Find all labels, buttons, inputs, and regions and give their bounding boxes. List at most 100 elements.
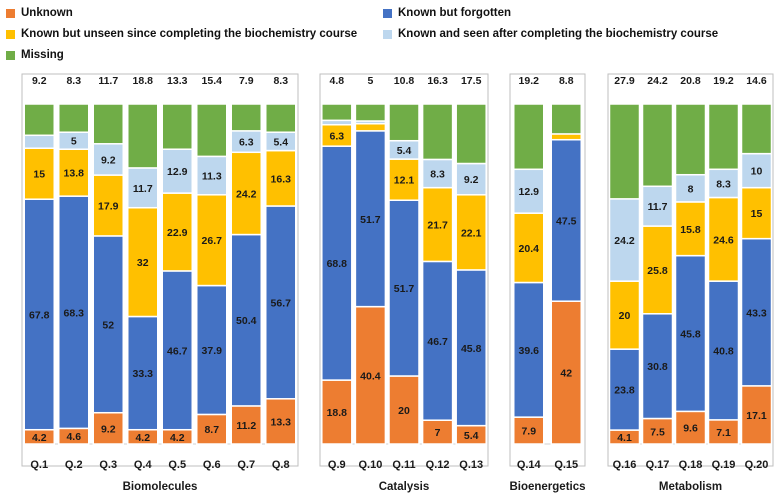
bar-segment-q12-known-but-forgotten	[421, 260, 454, 421]
data-label-q5-known-but-forgotten: 46.7	[167, 345, 188, 357]
data-label-q13-known-but-forgotten: 45.8	[461, 343, 482, 355]
data-label-q11-missing: 10.8	[394, 75, 415, 87]
bar-segment-q3-unknown	[92, 411, 124, 445]
data-label-q10-unknown: 40.4	[360, 370, 381, 382]
data-label-q20-missing: 14.6	[746, 75, 767, 87]
legend-swatch-known-unseen	[6, 29, 15, 39]
x-tick-label-q3: Q.3	[99, 459, 117, 471]
bar-segment-q13-missing	[455, 103, 487, 165]
bar-segment-q2-known-but-forgotten	[58, 195, 90, 430]
data-label-q13-known-and-seen-after-completing-the-biochemistry-course: 9.2	[464, 174, 479, 186]
data-label-q4-known-but-forgotten: 33.3	[133, 368, 154, 380]
data-label-q16-known-and-seen-after-completing-the-biochemistry-course: 24.2	[614, 235, 635, 247]
data-label-q19-known-but-forgotten: 40.8	[713, 346, 734, 358]
bar-segment-q1-missing	[23, 103, 55, 137]
data-label-q17-unknown: 7.5	[650, 426, 665, 438]
legend-swatch-known-but-forgotten	[383, 8, 392, 18]
data-label-q14-known-but-forgotten: 39.6	[519, 345, 540, 357]
bar-segment-q14-unknown	[513, 416, 545, 445]
data-label-q18-unknown: 9.6	[683, 423, 698, 435]
bar-segment-q17-missing	[641, 103, 674, 188]
bar-segment-q16-missing	[608, 103, 641, 200]
data-label-q12-missing: 16.3	[427, 75, 448, 87]
x-tick-label-q2: Q.2	[65, 459, 83, 471]
bar-segment-q9-missing	[321, 103, 353, 122]
bar-segment-q11-known-but-unseen-since-completing-the-biochemistry-course	[388, 158, 420, 201]
bar-segment-q19-unknown	[707, 419, 740, 445]
panel-frame-biomolecules	[21, 73, 299, 467]
data-label-q13-known-but-unseen-since-completing-the-biochemistry-course: 22.1	[461, 227, 482, 239]
data-label-q7-known-and-seen-after-completing-the-biochemistry-course: 6.3	[239, 137, 254, 149]
data-label-q15-unknown: 42	[560, 368, 572, 380]
bar-segment-q8-known-but-forgotten	[265, 205, 297, 400]
x-tick-label-q9: Q.9	[328, 459, 346, 471]
x-tick-label-q4: Q.4	[134, 459, 153, 471]
data-label-q19-known-and-seen-after-completing-the-biochemistry-course: 8.3	[716, 178, 731, 190]
bar-segment-q17-known-and-seen-after-completing-the-biochemistry-course	[641, 185, 674, 227]
data-label-q17-known-and-seen-after-completing-the-biochemistry-course: 11.7	[648, 201, 668, 213]
bar-segment-q17-known-but-forgotten	[641, 313, 674, 420]
x-tick-label-q17: Q.17	[646, 459, 670, 471]
data-label-q20-known-and-seen-after-completing-the-biochemistry-course: 10	[751, 166, 763, 178]
data-label-q6-known-but-forgotten: 37.9	[202, 345, 223, 357]
data-label-q11-known-but-unseen-since-completing-the-biochemistry-course: 12.1	[394, 175, 415, 187]
data-label-q2-known-but-forgotten: 68.3	[64, 307, 85, 319]
data-label-q19-unknown: 7.1	[716, 427, 731, 439]
data-label-q18-known-and-seen-after-completing-the-biochemistry-course: 8	[688, 183, 694, 195]
data-label-q2-known-and-seen-after-completing-the-biochemistry-course: 5	[71, 136, 77, 148]
data-label-q3-known-and-seen-after-completing-the-biochemistry-course: 9.2	[101, 154, 116, 166]
x-tick-label-q16: Q.16	[613, 459, 637, 471]
data-label-q4-known-and-seen-after-completing-the-biochemistry-course: 11.7	[133, 183, 153, 195]
legend-swatch-known-seen	[383, 29, 392, 39]
bar-segment-q7-missing	[230, 103, 262, 132]
data-label-q16-missing: 27.9	[614, 75, 635, 87]
data-label-q8-known-but-forgotten: 56.7	[271, 297, 292, 309]
data-label-q14-known-and-seen-after-completing-the-biochemistry-course: 12.9	[519, 186, 540, 198]
bar-segment-q1-known-but-forgotten	[23, 198, 55, 431]
bar-segment-q5-missing	[161, 103, 193, 150]
data-label-q7-unknown: 11.2	[236, 420, 256, 432]
data-label-q6-unknown: 8.7	[204, 424, 219, 436]
group-label-bioenergetics: Bioenergetics	[509, 481, 585, 493]
data-label-q12-known-and-seen-after-completing-the-biochemistry-course: 8.3	[430, 169, 445, 181]
data-label-q14-unknown: 7.9	[521, 426, 536, 438]
data-label-q10-known-but-forgotten: 51.7	[360, 214, 381, 226]
data-label-q1-known-but-forgotten: 67.8	[29, 309, 50, 321]
data-label-q20-unknown: 17.1	[746, 410, 767, 422]
data-label-q9-known-but-forgotten: 68.8	[327, 258, 348, 270]
bar-segment-q8-known-but-unseen-since-completing-the-biochemistry-course	[265, 149, 297, 207]
data-label-q6-known-and-seen-after-completing-the-biochemistry-course: 11.3	[202, 171, 222, 183]
legend-label-missing: Missing	[21, 49, 64, 61]
data-label-q9-missing: 4.8	[329, 75, 344, 87]
bar-segment-q19-known-but-unseen-since-completing-the-biochemistry-course	[707, 196, 740, 282]
data-label-q14-missing: 19.2	[519, 75, 540, 87]
legend-item-known-unseen: Known but unseen since completing the bi…	[6, 28, 357, 40]
panel-frame-metabolism	[607, 73, 774, 467]
legend-item-known-but-forgotten: Known but forgotten	[383, 7, 511, 19]
bar-segment-q5-known-but-forgotten	[161, 270, 193, 431]
data-label-q3-known-but-forgotten: 52	[102, 319, 114, 331]
data-label-q14-known-but-unseen-since-completing-the-biochemistry-course: 20.4	[519, 243, 540, 255]
bar-segment-q12-known-but-unseen-since-completing-the-biochemistry-course	[421, 186, 454, 263]
bar-segment-q4-known-but-forgotten	[127, 315, 159, 431]
panel-frame-bioenergetics	[509, 73, 586, 467]
data-label-q3-known-but-unseen-since-completing-the-biochemistry-course: 17.9	[98, 200, 119, 212]
bar-segment-q7-known-but-forgotten	[230, 233, 262, 407]
data-label-q12-known-but-unseen-since-completing-the-biochemistry-course: 21.7	[427, 220, 448, 232]
data-label-q5-missing: 13.3	[167, 75, 188, 87]
x-tick-label-q7: Q.7	[237, 459, 255, 471]
bar-segment-q15-known-but-unseen-since-completing-the-biochemistry-course	[550, 133, 582, 141]
x-tick-label-q18: Q.18	[679, 459, 703, 471]
x-tick-label-q1: Q.1	[30, 459, 48, 471]
data-label-q18-missing: 20.8	[680, 75, 701, 87]
data-label-q16-known-but-unseen-since-completing-the-biochemistry-course: 20	[619, 310, 631, 322]
bar-segment-q4-missing	[127, 103, 159, 169]
bar-segment-q6-missing	[196, 103, 228, 158]
data-label-q10-missing: 5	[367, 75, 373, 87]
data-label-q5-known-but-unseen-since-completing-the-biochemistry-course: 22.9	[167, 227, 188, 239]
data-label-q4-known-but-unseen-since-completing-the-biochemistry-course: 32	[137, 257, 149, 269]
bar-segment-q3-known-but-unseen-since-completing-the-biochemistry-course	[92, 174, 124, 237]
data-label-q8-known-and-seen-after-completing-the-biochemistry-course: 5.4	[273, 136, 288, 148]
data-label-q19-known-but-unseen-since-completing-the-biochemistry-course: 24.6	[713, 234, 734, 246]
